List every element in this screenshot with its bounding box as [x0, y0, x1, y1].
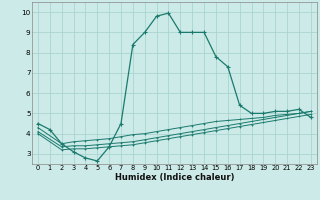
X-axis label: Humidex (Indice chaleur): Humidex (Indice chaleur) — [115, 173, 234, 182]
